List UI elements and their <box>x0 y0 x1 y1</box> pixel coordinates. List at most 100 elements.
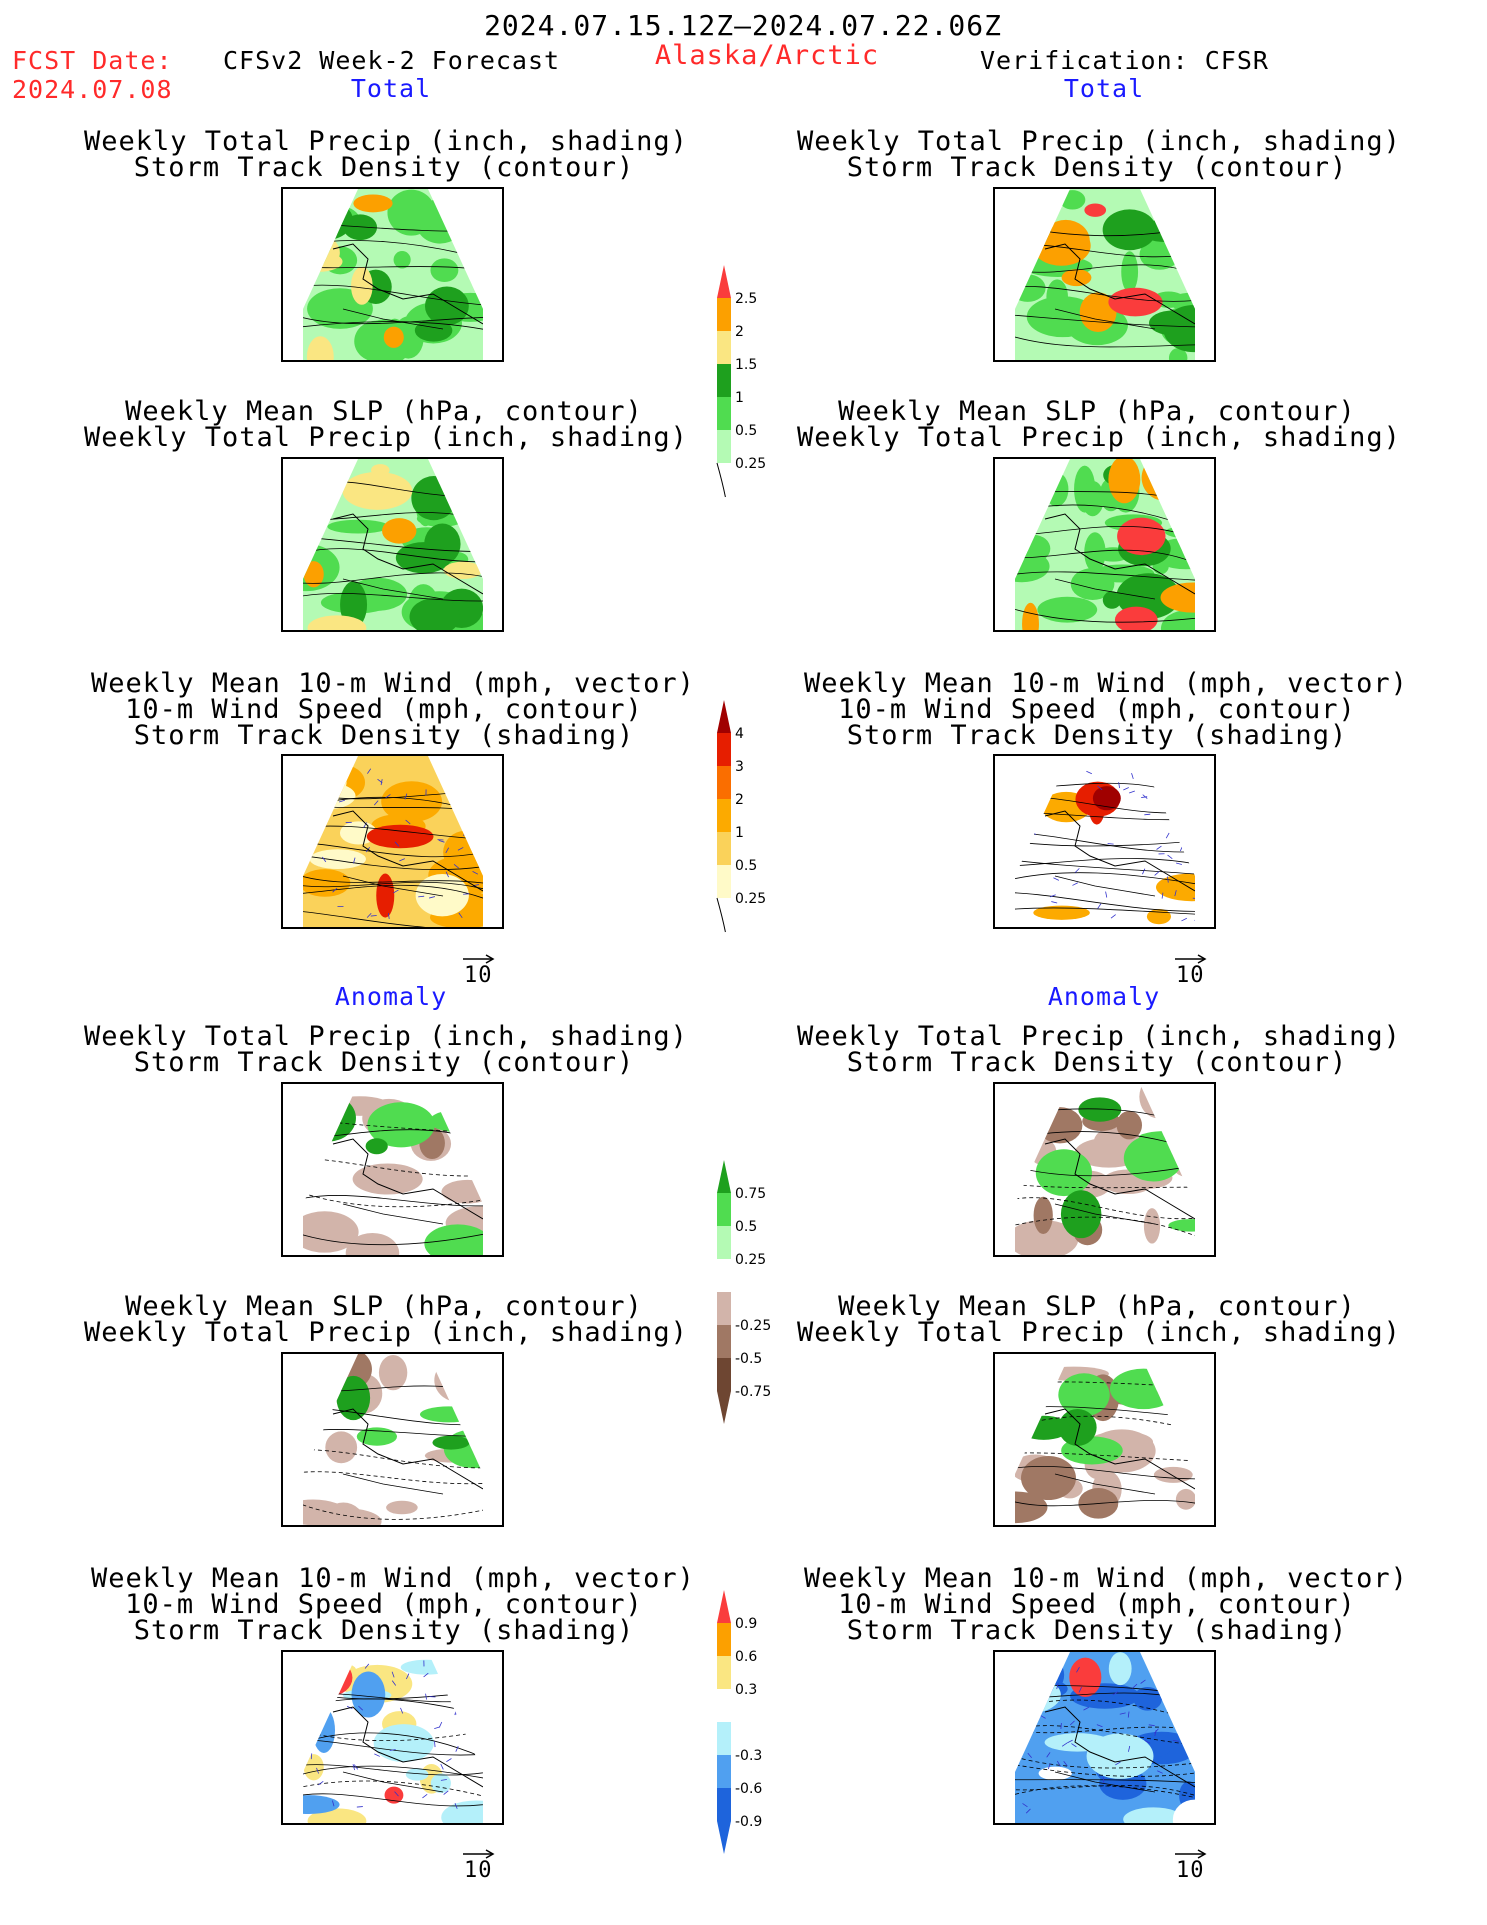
colorbar-tick-label: 1.5 <box>735 357 757 373</box>
map-wind-vector <box>1154 1730 1157 1737</box>
colorbar-segment <box>717 1689 731 1722</box>
map-shading-blob <box>1058 1373 1110 1417</box>
map-wind-vector <box>418 895 425 898</box>
panel-subtitle: Storm Track Density (contour) <box>846 1047 1348 1078</box>
colorbar-segment <box>717 331 731 364</box>
colorbar-segment <box>717 1656 731 1689</box>
map-shading-blob <box>1060 1190 1102 1239</box>
colorbar-tick-label: 0.25 <box>735 456 766 472</box>
colorbar-segment <box>717 832 731 865</box>
map-field <box>303 459 483 630</box>
map-field <box>303 1354 483 1525</box>
map-wind-vector <box>1181 917 1188 922</box>
map-shading-blob <box>352 1163 423 1195</box>
map-coastline <box>1044 1408 1195 1490</box>
map-wind-vector <box>1022 1803 1028 1808</box>
map-shading-blob <box>306 336 334 360</box>
map-shading-blob <box>384 1786 404 1804</box>
map-wind-vector <box>321 856 327 863</box>
colorbar-segment <box>717 766 731 799</box>
map-panel <box>993 457 1216 632</box>
map-wind-vector <box>1132 1683 1138 1689</box>
map-contour-line <box>1015 1216 1195 1244</box>
map-shading-blob <box>1037 1107 1083 1144</box>
map-shading-blob <box>1123 1807 1184 1823</box>
map-shading-blob <box>1022 602 1039 630</box>
map-shading-blob <box>1108 287 1163 317</box>
map-wind-vector <box>338 799 345 803</box>
map-shading-blob <box>376 873 395 918</box>
map-wind-vector <box>429 896 436 899</box>
map-shading-blob <box>1172 1799 1195 1823</box>
map-wind-vector <box>1047 1763 1051 1770</box>
map-contour-line <box>1015 571 1195 582</box>
map-contour-line <box>303 1765 483 1782</box>
map-shading-blob <box>463 1381 483 1410</box>
map-shading-blob <box>1160 610 1195 630</box>
map-contour-line <box>303 592 483 602</box>
colorbar-tick-label: 2.5 <box>735 291 757 307</box>
panel-subtitle: Storm Track Density (contour) <box>846 152 1348 183</box>
map-wind-vector <box>393 889 399 894</box>
map-shading-blob <box>303 1754 324 1781</box>
colorbar-segment <box>717 298 731 331</box>
map-wind-vector <box>385 794 391 799</box>
map-shading-blob <box>350 266 373 305</box>
map-coastline <box>1054 1771 1156 1793</box>
map-contour-line <box>303 869 483 887</box>
map-wind-vector <box>1118 782 1120 789</box>
map-wind-vector <box>1174 890 1177 897</box>
colorbar-tick-label: 0.5 <box>735 858 757 874</box>
map-wind-vector <box>1076 1666 1080 1673</box>
map-shading-blob <box>1081 480 1104 517</box>
map-wind-vector <box>1167 854 1173 860</box>
map-wind-vector <box>1061 1742 1068 1747</box>
map-shading-blob <box>387 189 436 236</box>
map-wind-vector <box>440 1763 444 1770</box>
map-wind-vector <box>1156 845 1162 850</box>
map-wind-vector <box>1017 1752 1023 1758</box>
map-wind-vector <box>1074 868 1080 873</box>
map-shading-blob <box>351 1671 386 1718</box>
map-contour-line <box>1015 1197 1195 1220</box>
panel-title: Weekly Mean 10-m Wind (mph, vector) <box>91 1563 695 1594</box>
map-shading-blob <box>309 849 366 869</box>
map-wind-vector <box>1051 901 1058 904</box>
map-contour-line <box>303 884 483 907</box>
colorbar-tick-label: -0.25 <box>735 1318 771 1334</box>
map-contour-line <box>303 1471 483 1485</box>
map-shading-blob <box>432 1435 470 1450</box>
map-wind-vector <box>1172 1739 1179 1742</box>
map-wind-vector <box>1115 1761 1121 1766</box>
map-wind-vector <box>457 1709 462 1716</box>
map-shading-blob <box>1168 348 1188 360</box>
map-shading-blob <box>429 1109 483 1133</box>
map-contour-line <box>1015 1779 1195 1785</box>
map-wind-vector <box>434 1726 441 1729</box>
map-contour-line <box>1015 330 1195 348</box>
map-contour-line <box>303 1764 483 1776</box>
colorbar-tick-label: 2 <box>735 324 744 340</box>
map-wind-vector <box>445 847 450 854</box>
map-wind-vector <box>1123 787 1129 791</box>
map-contour-line <box>1015 1785 1195 1803</box>
map-shading-blob <box>365 1138 388 1155</box>
colorbar-tick-label: 1 <box>735 390 744 406</box>
map-shading-blob <box>1116 1110 1143 1140</box>
map-wind-vector <box>367 768 372 774</box>
map-shading-blob <box>400 1659 452 1675</box>
map-panel <box>281 1082 504 1257</box>
map-coastline <box>1044 243 1195 325</box>
map-wind-vector <box>1097 903 1102 909</box>
map-shading-blob <box>307 1808 367 1823</box>
map-shading-blob <box>1059 190 1086 210</box>
colorbar-tick-label: 0.25 <box>735 1252 766 1268</box>
map-coastline <box>1044 513 1195 595</box>
map-coastline <box>1054 578 1156 600</box>
panel-subtitle: Weekly Total Precip (inch, shading) <box>84 1317 688 1348</box>
map-wind-vector <box>399 858 405 862</box>
map-shading-blob <box>1044 472 1069 507</box>
panel-subtitle: Storm Track Density (shading) <box>846 720 1348 751</box>
panel-title: Weekly Mean SLP (hPa, contour) <box>125 396 643 427</box>
map-wind-vector <box>1187 808 1192 814</box>
